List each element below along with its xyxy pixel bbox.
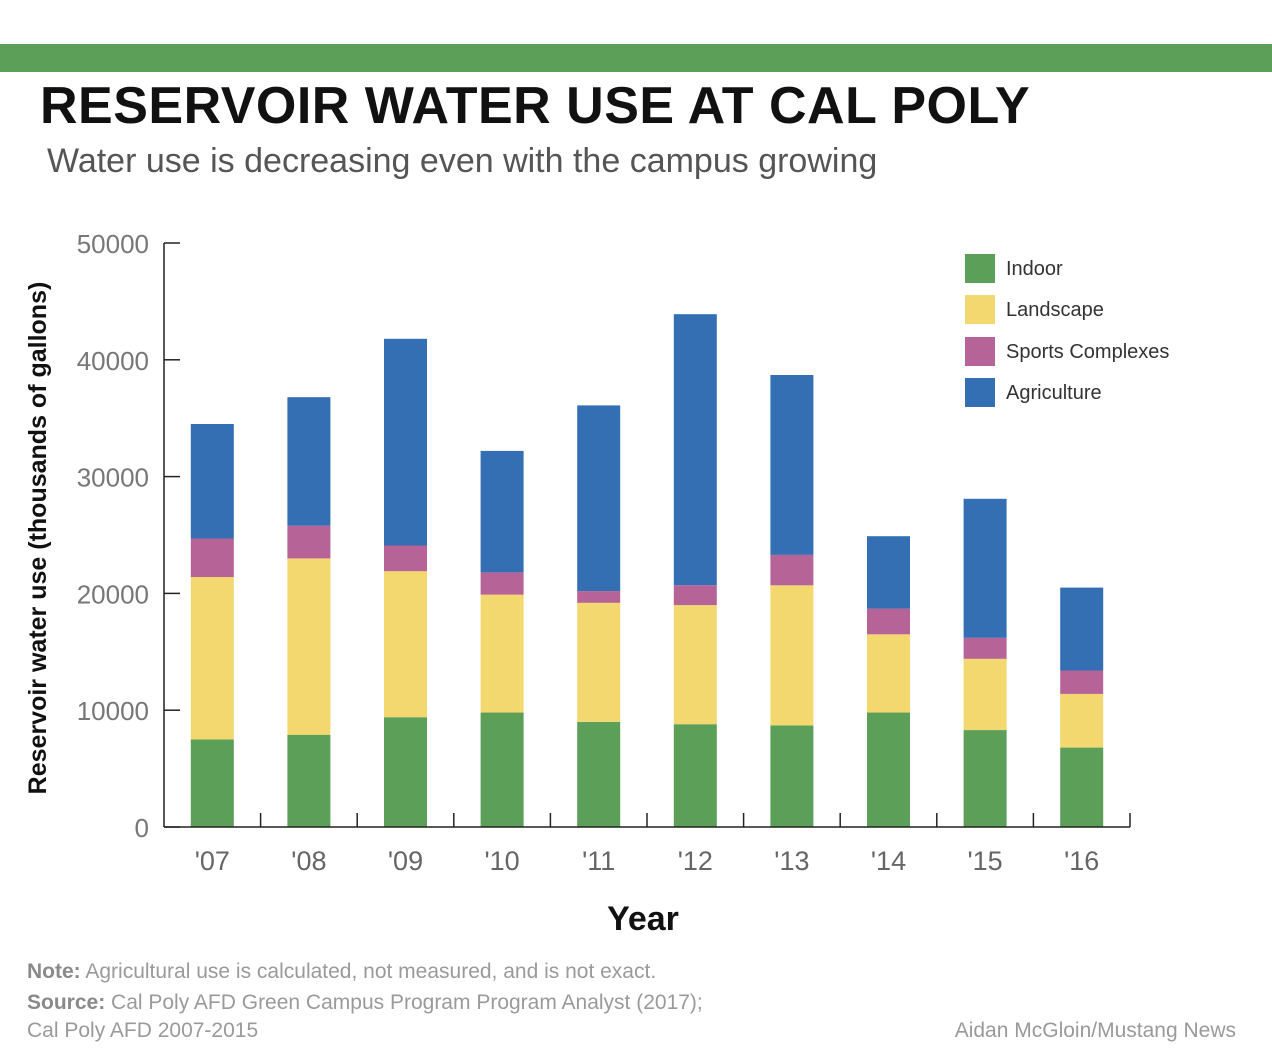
x-tick-label: '09	[388, 846, 423, 876]
footer-note: Note: Agricultural use is calculated, no…	[27, 960, 656, 984]
x-tick-label: '12	[678, 846, 713, 876]
x-axis-title: Year	[607, 900, 679, 938]
x-tick-label: '14	[871, 846, 906, 876]
x-tick-label: '10	[485, 846, 520, 876]
bar-segment-indoor	[1060, 747, 1104, 827]
bar-segment-agriculture	[963, 498, 1007, 638]
y-tick-label: 20000	[77, 579, 149, 609]
y-axis-title: Reservoir water use (thousands of gallon…	[24, 282, 52, 795]
legend-swatch	[965, 295, 995, 324]
bar-segment-sports-complexes	[480, 572, 524, 595]
bar-segment-agriculture	[577, 405, 621, 592]
bar-segment-agriculture	[770, 375, 814, 555]
bar-segment-landscape	[384, 571, 427, 718]
bar-segment-indoor	[770, 725, 814, 827]
bar-segment-sports-complexes	[963, 637, 1007, 659]
bar-segment-sports-complexes	[673, 585, 717, 606]
bar-segment-indoor	[480, 712, 524, 827]
bar-segment-sports-complexes	[384, 545, 427, 572]
source-label: Source:	[27, 991, 106, 1014]
bar-segment-agriculture	[1060, 587, 1104, 671]
note-label: Note:	[27, 960, 81, 983]
x-tick-label: '08	[291, 846, 326, 876]
bar-segment-landscape	[867, 634, 910, 713]
bar-segment-agriculture	[287, 397, 331, 526]
bar-segment-landscape	[480, 594, 524, 713]
bar-segment-agriculture	[190, 424, 234, 539]
bar-segment-agriculture	[867, 536, 910, 609]
bar-segment-indoor	[384, 717, 427, 827]
x-tick-label: '07	[195, 846, 230, 876]
legend-label: Indoor	[1006, 258, 1063, 280]
bar-segment-indoor	[673, 724, 717, 827]
bar-segment-landscape	[673, 605, 717, 725]
bar-segment-sports-complexes	[190, 538, 234, 577]
legend-swatch	[965, 378, 995, 407]
bar-segment-sports-complexes	[1060, 670, 1104, 694]
bar-segment-sports-complexes	[770, 554, 814, 586]
legend-swatch	[965, 337, 995, 366]
byline-credit: Aidan McGloin/Mustang News	[954, 1019, 1236, 1042]
note-text: Agricultural use is calculated, not meas…	[80, 960, 657, 983]
footer-source-continued: Cal Poly AFD 2007-2015	[27, 1019, 259, 1042]
page-title: RESERVOIR WATER USE AT CAL POLY	[40, 77, 1031, 135]
legend-swatch	[965, 254, 995, 283]
source-text: Cal Poly AFD Green Campus Program Progra…	[105, 991, 703, 1014]
x-tick-label: '11	[582, 846, 615, 876]
bar-segment-indoor	[577, 721, 621, 827]
bar-segment-sports-complexes	[287, 525, 331, 559]
bar-segment-landscape	[770, 585, 814, 726]
bar-segment-landscape	[1060, 693, 1104, 748]
bar-segment-agriculture	[480, 450, 524, 573]
y-tick-label: 0	[135, 813, 149, 843]
x-tick-label: '13	[774, 846, 809, 876]
header-accent-bar	[0, 44, 1272, 72]
bar-segment-indoor	[190, 739, 234, 827]
y-tick-label: 30000	[77, 463, 149, 493]
legend-label: Sports Complexes	[1006, 341, 1169, 363]
y-tick-label: 10000	[77, 696, 149, 726]
page-subtitle: Water use is decreasing even with the ca…	[47, 142, 878, 180]
bar-segment-agriculture	[673, 314, 717, 586]
bar-segment-agriculture	[384, 338, 427, 546]
x-tick-label: '15	[968, 846, 1003, 876]
bar-segment-sports-complexes	[577, 591, 621, 603]
legend-label: Landscape	[1006, 299, 1104, 321]
x-tick-label: '16	[1064, 846, 1099, 876]
bar-segment-indoor	[287, 734, 331, 827]
bar-segment-landscape	[287, 558, 331, 735]
bar-segment-sports-complexes	[867, 608, 910, 635]
y-tick-label: 40000	[77, 346, 149, 376]
bar-segment-landscape	[963, 658, 1007, 730]
bar-segment-landscape	[190, 577, 234, 740]
footer-source: Source: Cal Poly AFD Green Campus Progra…	[27, 991, 703, 1015]
y-tick-label: 50000	[77, 229, 149, 259]
bar-segment-landscape	[577, 602, 621, 722]
legend-label: Agriculture	[1006, 382, 1102, 404]
bar-segment-indoor	[963, 730, 1007, 827]
bar-segment-indoor	[867, 712, 910, 827]
